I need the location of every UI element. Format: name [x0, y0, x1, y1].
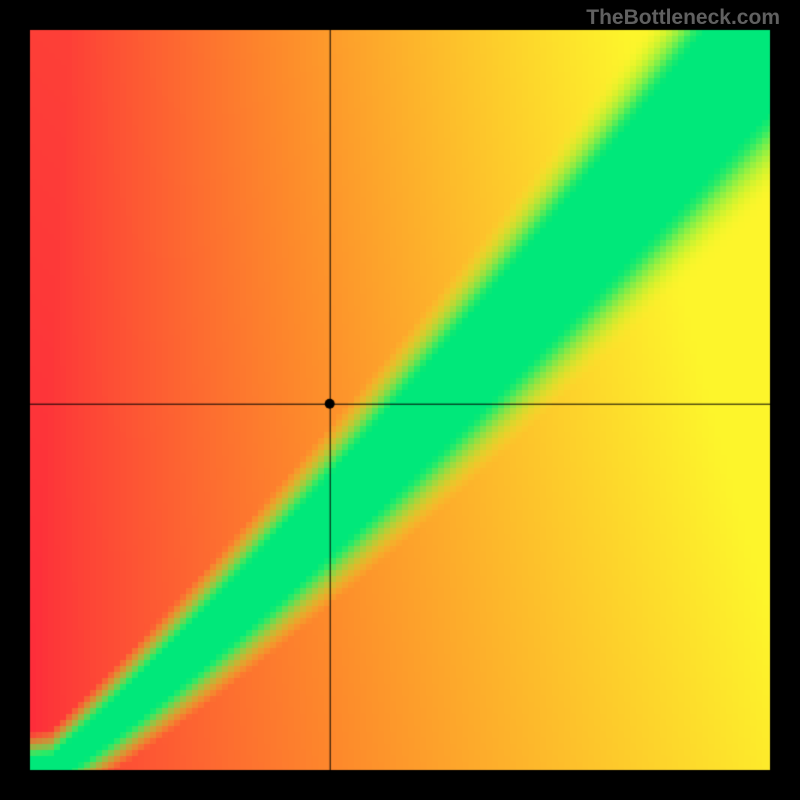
heatmap-chart: [0, 0, 800, 800]
watermark-text: TheBottleneck.com: [586, 6, 780, 30]
